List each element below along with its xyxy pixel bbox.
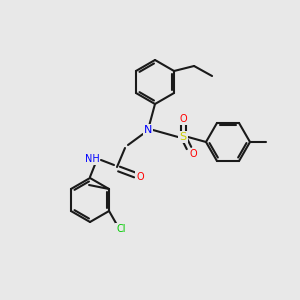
Text: O: O: [189, 149, 197, 159]
Text: O: O: [179, 114, 187, 124]
Text: O: O: [136, 172, 144, 182]
Text: Cl: Cl: [116, 224, 126, 234]
Text: N: N: [144, 125, 152, 135]
Text: S: S: [179, 132, 187, 142]
Text: NH: NH: [85, 154, 99, 164]
